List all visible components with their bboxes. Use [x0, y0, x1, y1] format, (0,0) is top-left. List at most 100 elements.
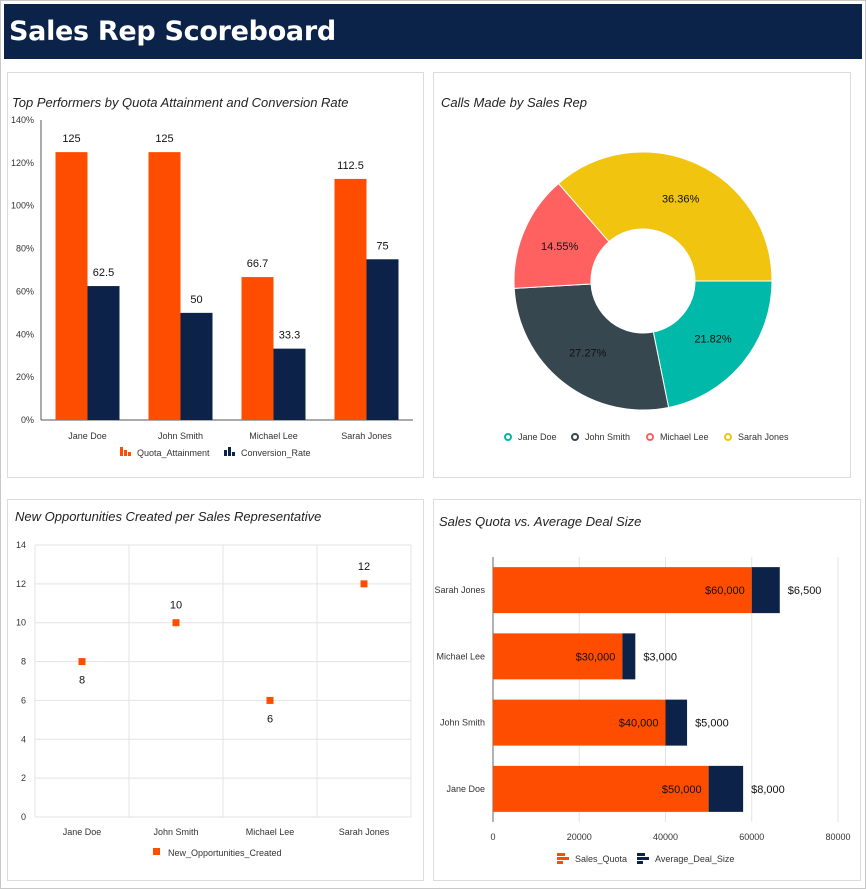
- x-tick-label: Michael Lee: [249, 431, 298, 441]
- data-label: 112.5: [337, 160, 364, 172]
- legend-square-icon: [153, 848, 160, 855]
- bar-sales-quota: [493, 699, 666, 746]
- slice-label: 14.55%: [541, 241, 579, 253]
- y-tick-label: 6: [21, 695, 26, 705]
- x-tick-label: Jane Doe: [68, 431, 107, 441]
- data-label: 125: [62, 133, 80, 145]
- legend-label: Michael Lee: [660, 432, 709, 442]
- bar-average-deal-size: [665, 699, 688, 746]
- legend-icon-bar: [228, 447, 231, 456]
- slice-label: 27.27%: [569, 348, 607, 360]
- scatter-point: [266, 696, 274, 704]
- y-tick-label: 60%: [16, 286, 34, 296]
- legend-hbar-icon: [637, 861, 643, 864]
- chart-title: Calls Made by Sales Rep: [441, 95, 587, 110]
- x-tick-label: Sarah Jones: [339, 827, 390, 837]
- x-tick-label: 80000: [825, 832, 850, 842]
- donut-slice-john-smith: [513, 283, 670, 411]
- data-label: $6,500: [788, 585, 822, 597]
- legend-donut-icon: [504, 433, 512, 441]
- deals-stacked-bar-chart: 0 20000 40000 60000 80000 Jane Doe $50,000 $8,0…: [434, 557, 851, 864]
- bar-sales-quota: [493, 765, 709, 812]
- legend-icon-bar: [232, 452, 235, 456]
- quota-bar-chart: 0% 20% 40% 60% 80% 100% 120% 140% 125 62.5 Jane Do…: [11, 115, 413, 458]
- legend-hbar-icon: [557, 861, 563, 864]
- y-tick-label: Jane Doe: [446, 784, 485, 794]
- legend-label: John Smith: [585, 432, 630, 442]
- donut-slice-jane-doe: [652, 280, 773, 409]
- data-label: 12: [358, 561, 370, 573]
- data-label: 8: [79, 675, 85, 687]
- legend-label: Jane Doe: [518, 432, 557, 442]
- legend-label: New_Opportunities_Created: [168, 848, 282, 858]
- data-label: 33.3: [279, 330, 300, 342]
- bar-average-deal-size: [708, 765, 744, 812]
- legend-icon-bar: [224, 450, 227, 456]
- legend-label: Sarah Jones: [738, 432, 789, 442]
- legend-hbar-icon: [557, 857, 569, 860]
- data-label: 125: [155, 133, 173, 145]
- x-tick-label: 20000: [567, 832, 592, 842]
- panel-opps-chart: New Opportunities Created per Sales Repr…: [7, 499, 424, 881]
- chart-title: Top Performers by Quota Attainment and C…: [12, 95, 349, 110]
- bar-conversion-rate: [180, 312, 213, 420]
- scatter-point: [360, 580, 368, 588]
- data-label: 50: [190, 294, 202, 306]
- y-tick-label: 100%: [11, 201, 34, 211]
- data-label: 10: [170, 600, 182, 612]
- bar-conversion-rate: [87, 286, 120, 420]
- legend-hbar-icon: [557, 853, 565, 856]
- y-tick-label: John Smith: [440, 718, 485, 728]
- x-tick-label: 40000: [653, 832, 678, 842]
- x-tick-label: 0: [490, 832, 495, 842]
- data-label: $60,000: [705, 585, 745, 597]
- data-label: $50,000: [662, 784, 702, 796]
- legend-icon-bar: [128, 452, 131, 456]
- chart-title: Sales Quota vs. Average Deal Size: [439, 514, 642, 529]
- opps-scatter-chart: 0 2 4 6 8 10 12 14 8 Jane Doe 10 John Smith 6 Michael…: [16, 540, 412, 858]
- bar-conversion-rate: [366, 259, 399, 420]
- y-tick-label: 0: [21, 812, 26, 822]
- legend-label: Average_Deal_Size: [655, 854, 734, 864]
- x-tick-label: John Smith: [158, 431, 203, 441]
- scatter-point: [172, 619, 180, 627]
- legend-hbar-icon: [637, 857, 649, 860]
- chart-title: New Opportunities Created per Sales Repr…: [15, 509, 322, 524]
- panel-calls-chart: Calls Made by Sales Rep 21.82% 27.27% 14.5…: [433, 72, 851, 478]
- slice-label: 21.82%: [694, 333, 732, 345]
- legend-icon-bar: [124, 450, 127, 456]
- bar-sales-quota: [493, 567, 752, 614]
- legend-donut-icon: [724, 433, 732, 441]
- panel-deals-chart: Sales Quota vs. Average Deal Size 0 20000…: [433, 499, 861, 881]
- bar-average-deal-size: [751, 567, 780, 614]
- legend-hbar-icon: [637, 853, 645, 856]
- bar-quota-attainment: [334, 178, 367, 420]
- legend-label: Quota_Attainment: [137, 448, 210, 458]
- calls-donut-chart: 21.82% 27.27% 14.55% 36.36% Jane Doe John Smi…: [504, 151, 789, 442]
- bar-sales-quota: [493, 633, 623, 680]
- y-tick-label: 2: [21, 773, 26, 783]
- y-tick-label: Michael Lee: [436, 651, 485, 661]
- y-tick-label: 120%: [11, 158, 34, 168]
- legend-donut-icon: [646, 433, 654, 441]
- y-tick-label: 8: [21, 657, 26, 667]
- donut-slice-michael-lee: [513, 182, 610, 289]
- y-tick-label: 10: [16, 618, 26, 628]
- y-tick-label: 12: [16, 579, 26, 589]
- y-tick-label: 40%: [16, 329, 34, 339]
- page-title: Sales Rep Scoreboard: [9, 16, 336, 47]
- y-tick-label: 20%: [16, 372, 34, 382]
- bar-average-deal-size: [622, 633, 636, 680]
- x-tick-label: Sarah Jones: [341, 431, 392, 441]
- donut-slice-sarah-jones: [557, 151, 773, 282]
- legend-label: Sales_Quota: [575, 854, 627, 864]
- y-tick-label: 0%: [21, 415, 34, 425]
- data-label: 75: [376, 240, 388, 252]
- data-label: 6: [267, 713, 273, 725]
- data-label: $40,000: [619, 718, 659, 730]
- y-tick-label: 4: [21, 734, 26, 744]
- data-label: $8,000: [751, 784, 785, 796]
- header-bar: Sales Rep Scoreboard: [4, 4, 862, 59]
- y-tick-label: 140%: [11, 115, 34, 125]
- y-tick-label: 14: [16, 540, 26, 550]
